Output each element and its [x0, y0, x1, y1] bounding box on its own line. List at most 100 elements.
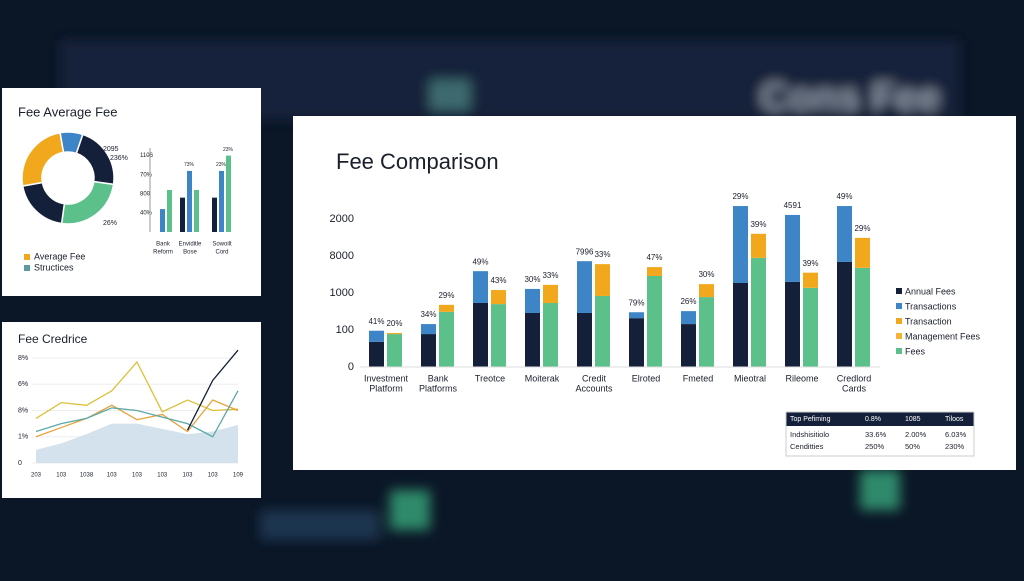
legend-swatch: [896, 333, 902, 339]
bar-segment: [785, 281, 800, 367]
y-tick-label: 800: [140, 191, 151, 197]
bar-segment: [439, 304, 454, 312]
legend-label: Average Fee: [34, 251, 85, 261]
bar-label: 29%: [854, 224, 870, 233]
panel-title: Fee Average Fee: [18, 104, 118, 119]
x-tick-label: Cards: [842, 383, 867, 393]
bar-label: 49%: [472, 257, 488, 266]
x-tick-label: Credit: [582, 373, 607, 383]
legend-label: Annual Fees: [905, 286, 956, 296]
bar-label: 29%: [732, 192, 748, 201]
bar-segment: [699, 284, 714, 298]
bar: [194, 190, 199, 232]
bar-segment: [837, 206, 852, 262]
y-tick-label: 8000: [330, 250, 354, 262]
y-tick-label: 0: [18, 460, 22, 467]
table-cell: 2.00%: [905, 430, 927, 439]
x-tick-label: Fmeted: [683, 373, 714, 383]
x-tick-label: Platforms: [419, 383, 458, 393]
bar-segment: [369, 330, 384, 342]
bar-segment: [577, 261, 592, 313]
legend-label: Fees: [905, 346, 926, 356]
bar-segment: [751, 233, 766, 258]
x-tick-label: 103: [56, 473, 67, 479]
bar: [219, 170, 224, 232]
y-tick-label: 8%: [18, 355, 28, 362]
y-tick-label: 8%: [18, 407, 28, 414]
bar: [167, 190, 172, 232]
bar-segment: [647, 267, 662, 276]
bar-label: 34%: [420, 310, 436, 319]
x-tick-label: Investment: [364, 373, 409, 383]
annotation: 73%: [184, 162, 195, 168]
bar-label: 39%: [802, 259, 818, 268]
x-tick-label: 103: [182, 473, 193, 479]
bar-label: 33%: [542, 271, 558, 280]
panel-title: Fee Credrice: [18, 332, 88, 346]
bar-label: 33%: [594, 250, 610, 259]
y-tick-label: 40%: [140, 210, 153, 216]
bar-segment: [733, 206, 748, 284]
legend-label: Transactions: [905, 301, 957, 311]
bar-label: 30%: [524, 275, 540, 284]
bar-segment: [629, 312, 644, 319]
y-tick-label: 2000: [330, 213, 354, 225]
bar-segment: [525, 312, 540, 367]
bar-segment: [387, 334, 402, 367]
bar-segment: [491, 290, 506, 305]
table-cell: 230%: [945, 442, 965, 451]
bar-segment: [421, 334, 436, 367]
blur-block: [860, 470, 900, 510]
table-header: Tiloos: [945, 416, 964, 423]
bar-segment: [473, 271, 488, 303]
x-tick-label: 103: [208, 473, 219, 479]
bar-label: 29%: [438, 291, 454, 300]
legend-swatch: [24, 265, 30, 271]
table-cell: 6.03%: [945, 430, 967, 439]
bar-segment: [543, 302, 558, 367]
bar: [160, 209, 165, 232]
bar-label: 7996: [576, 247, 594, 256]
x-tick-label: Sowoilt: [212, 242, 232, 248]
bar-segment: [577, 312, 592, 367]
area: [36, 423, 238, 463]
x-tick-label: Elroted: [632, 373, 661, 383]
x-tick-label: Treotce: [475, 373, 505, 383]
bar-segment: [439, 311, 454, 367]
table-header: 1085: [905, 416, 921, 423]
x-tick-label: Enviditle: [179, 242, 202, 248]
x-tick-label: 103: [132, 473, 143, 479]
line: [35, 390, 239, 438]
bar-segment: [595, 295, 610, 367]
legend-swatch: [896, 318, 902, 324]
bar: [226, 155, 231, 232]
bar-segment: [387, 332, 402, 335]
annotation: 2095: [103, 146, 119, 153]
bar-segment: [699, 297, 714, 367]
table-cell: Indshisitiolo: [790, 430, 829, 439]
bar-segment: [629, 318, 644, 367]
table-cell: Cenditties: [790, 442, 824, 451]
line: [35, 360, 239, 419]
table-cell: 50%: [905, 442, 920, 451]
legend-label: Management Fees: [905, 331, 981, 341]
chart-title: Fee Comparison: [336, 149, 499, 174]
bar-segment: [595, 264, 610, 296]
bar-segment: [681, 324, 696, 367]
bar-segment: [681, 311, 696, 325]
blur-block: [430, 80, 470, 110]
x-tick-label: Accounts: [575, 383, 613, 393]
x-tick-label: Credlord: [837, 373, 872, 383]
blur-block: [390, 490, 430, 530]
annotation: 26%: [103, 220, 117, 227]
y-tick-label: 6%: [18, 381, 28, 388]
bar-label: 4591: [784, 201, 802, 210]
table-cell: 33.6%: [865, 430, 887, 439]
x-tick-label: Bose: [183, 250, 197, 256]
bar-label: 41%: [368, 317, 384, 326]
x-tick-label: 103: [107, 473, 118, 479]
table-header: Top Pefiming: [790, 416, 831, 423]
x-tick-label: 109: [233, 473, 244, 479]
blur-block: [260, 510, 380, 540]
legend-swatch: [896, 288, 902, 294]
